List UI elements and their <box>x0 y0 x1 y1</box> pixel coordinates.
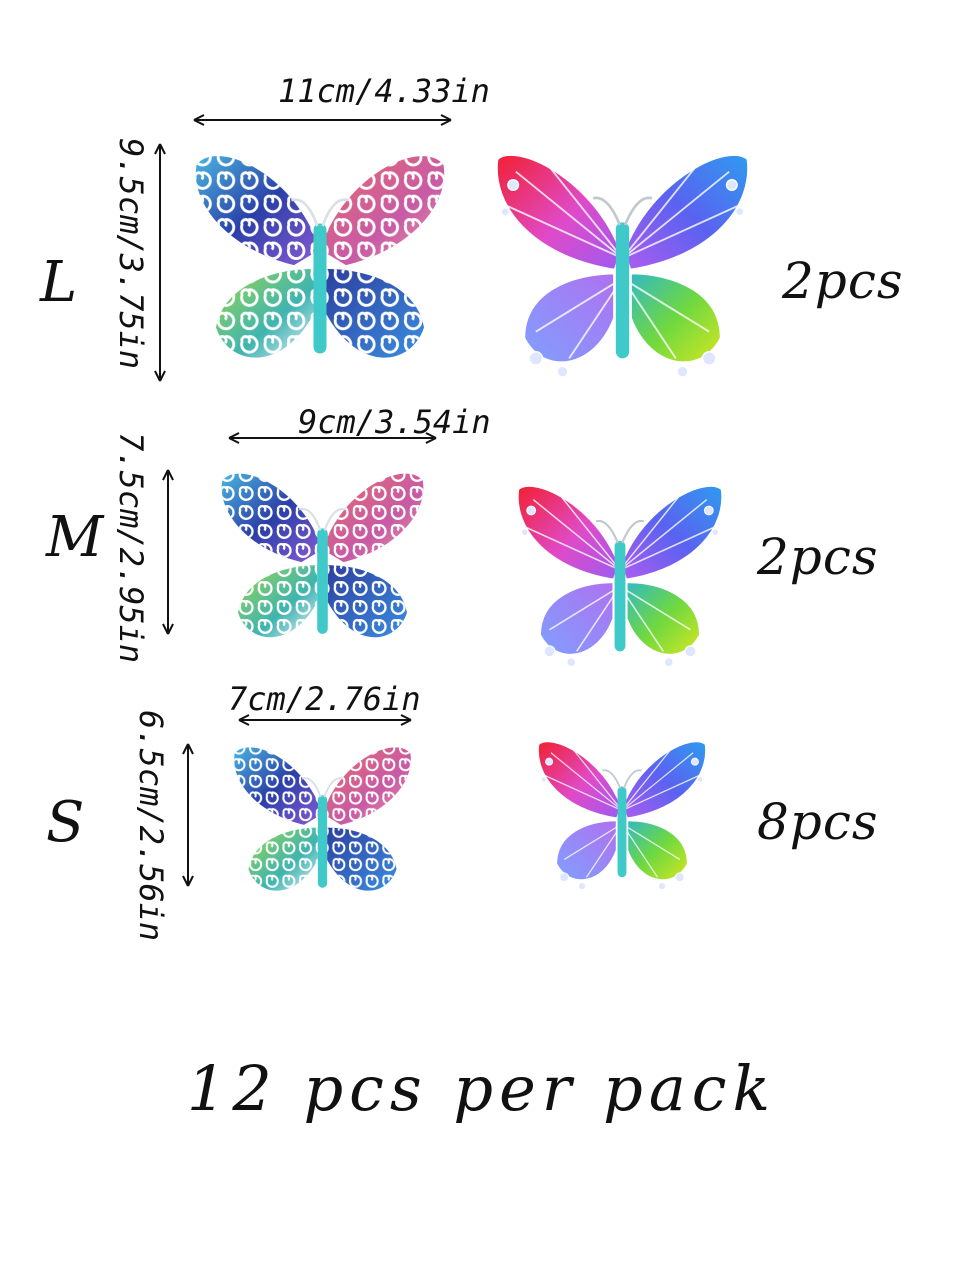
width-arrow-s <box>238 714 412 726</box>
height-arrow-s <box>182 743 194 887</box>
filigree-butterfly-s <box>233 746 412 892</box>
height-label-s: 6.5cm/2.56in <box>132 710 170 942</box>
filigree-butterfly-l <box>194 154 446 359</box>
filigree-butterfly-m <box>220 472 425 639</box>
height-arrow-l <box>154 143 166 382</box>
width-label-l: 11cm/4.33in <box>278 72 490 110</box>
height-label-m: 7.5cm/2.95in <box>112 432 150 664</box>
rainbow-butterfly-l <box>480 145 765 385</box>
size-label-m: M <box>46 505 104 570</box>
size-label-s: S <box>46 790 85 855</box>
width-label-m: 9cm/3.54in <box>298 403 491 441</box>
count-l: 2pcs <box>782 252 904 310</box>
size-label-l: L <box>40 250 78 315</box>
width-arrow-l <box>193 114 452 126</box>
rainbow-butterfly-s <box>535 738 709 892</box>
width-arrow-m <box>228 432 437 444</box>
count-s: 8pcs <box>757 793 879 851</box>
pack-quantity-text: 12 pcs per pack <box>186 1052 777 1125</box>
height-label-l: 9.5cm/3.75in <box>112 138 150 370</box>
width-label-s: 7cm/2.76in <box>228 680 421 718</box>
rainbow-butterfly-m <box>500 478 740 673</box>
count-m: 2pcs <box>757 528 879 586</box>
height-arrow-m <box>162 469 174 635</box>
